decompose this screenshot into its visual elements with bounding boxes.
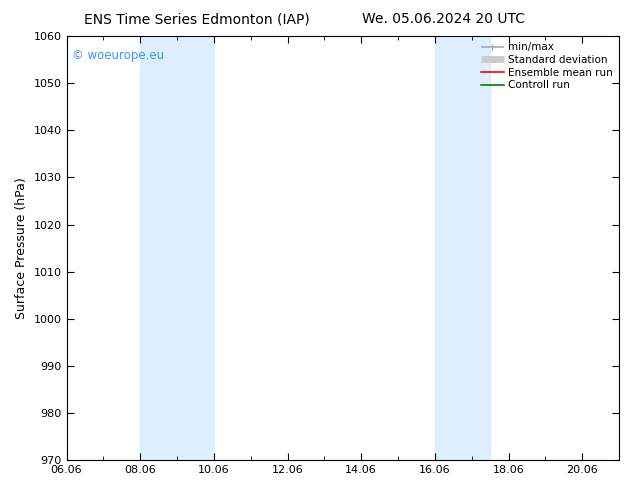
Legend: min/max, Standard deviation, Ensemble mean run, Controll run: min/max, Standard deviation, Ensemble me…: [478, 39, 616, 93]
Text: We. 05.06.2024 20 UTC: We. 05.06.2024 20 UTC: [362, 12, 526, 26]
Bar: [140, 36, 158, 460]
Text: © woeurope.eu: © woeurope.eu: [72, 49, 164, 62]
Text: ENS Time Series Edmonton (IAP): ENS Time Series Edmonton (IAP): [84, 12, 309, 26]
Y-axis label: Surface Pressure (hPa): Surface Pressure (hPa): [15, 177, 28, 319]
Bar: [158, 36, 214, 460]
Bar: [435, 36, 453, 460]
Bar: [453, 36, 490, 460]
